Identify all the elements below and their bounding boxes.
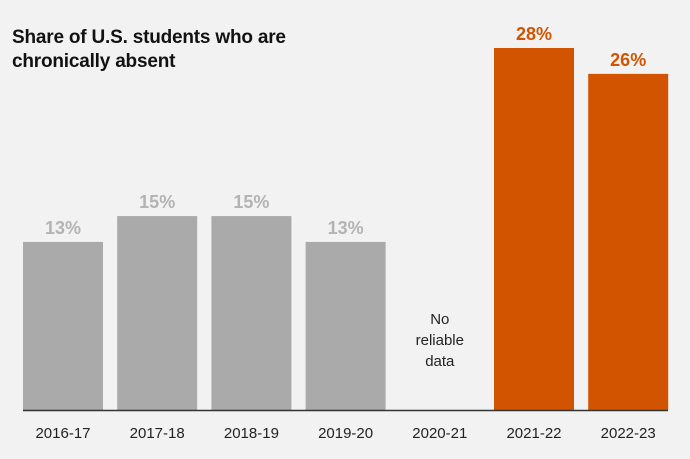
bar-2017-18 bbox=[117, 216, 198, 410]
data-label-2022-23: 26% bbox=[610, 50, 646, 70]
x-tick-label-2016-17: 2016-17 bbox=[35, 425, 90, 442]
data-label-2017-18: 15% bbox=[139, 192, 175, 212]
bar-2018-19 bbox=[211, 216, 292, 410]
x-tick-label-2018-19: 2018-19 bbox=[224, 425, 279, 442]
data-label-2021-22: 28% bbox=[516, 24, 552, 44]
chart-title: Share of U.S. students who are chronical… bbox=[12, 27, 286, 72]
data-label-2016-17: 13% bbox=[45, 218, 81, 238]
x-tick-label-2020-21: 2020-21 bbox=[412, 425, 467, 442]
data-label-2018-19: 15% bbox=[233, 192, 269, 212]
x-tick-label-2019-20: 2019-20 bbox=[318, 425, 373, 442]
bar-2021-22 bbox=[494, 48, 574, 410]
bar-2022-23 bbox=[588, 73, 669, 410]
x-tick-label-2022-23: 2022-23 bbox=[601, 425, 656, 442]
bar-2016-17 bbox=[23, 241, 103, 410]
no-data-note-line: reliable bbox=[416, 332, 464, 349]
data-label-2019-20: 13% bbox=[328, 218, 364, 238]
x-tick-label-2021-22: 2021-22 bbox=[506, 425, 561, 442]
bar-2019-20 bbox=[305, 241, 386, 410]
no-data-note-line: data bbox=[425, 353, 455, 370]
no-data-note-line: No bbox=[430, 311, 449, 328]
x-tick-label-2017-18: 2017-18 bbox=[130, 425, 185, 442]
